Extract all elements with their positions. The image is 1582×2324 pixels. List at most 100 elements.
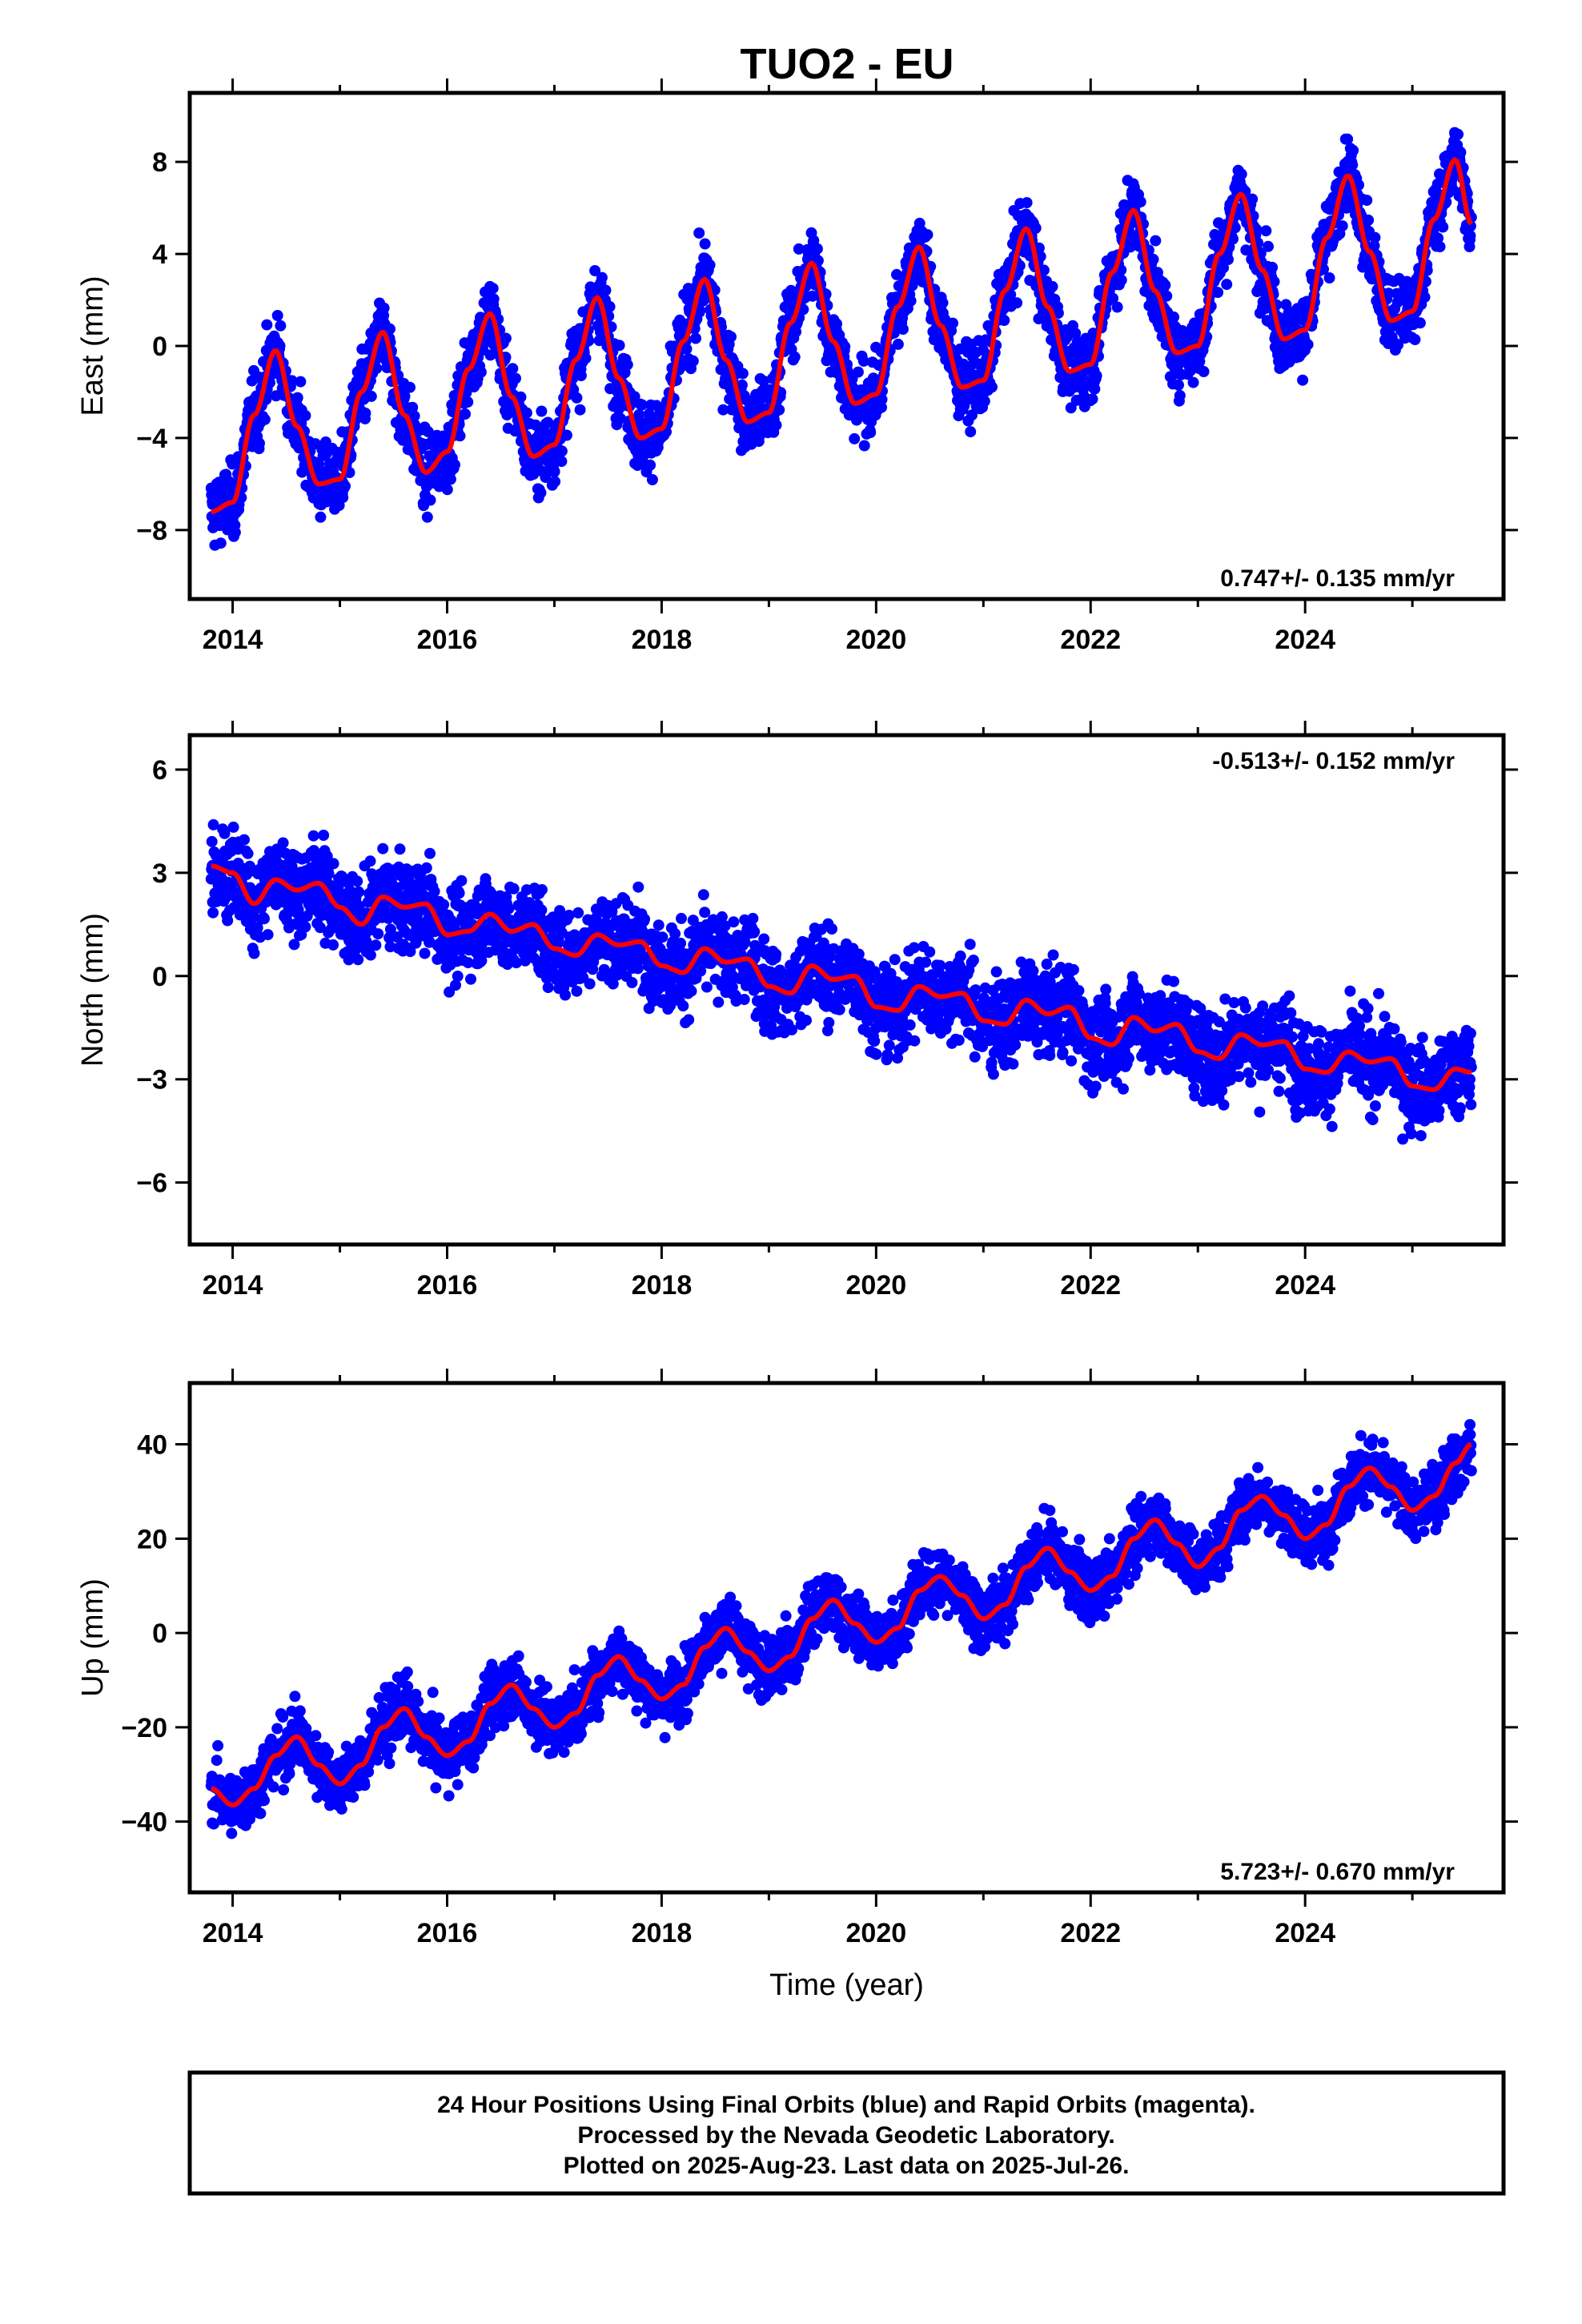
north-point [327, 939, 339, 951]
east-point [441, 484, 453, 496]
east-point [876, 393, 888, 405]
north-point [259, 913, 270, 925]
north-point [676, 912, 687, 924]
east-point [831, 318, 842, 330]
east-point [548, 466, 560, 477]
east-point [857, 355, 869, 367]
east-point [500, 332, 512, 344]
north-point [524, 905, 536, 917]
north-point [352, 954, 364, 966]
north-point [384, 923, 396, 935]
east-point [699, 238, 711, 250]
east-point [1111, 301, 1123, 313]
east-point [542, 416, 554, 428]
north-point [536, 884, 548, 895]
north-point [683, 1014, 695, 1026]
east-point [1437, 221, 1449, 233]
east-point [1187, 376, 1199, 388]
north-point [542, 982, 554, 994]
north-point [770, 948, 782, 960]
north-point [465, 973, 476, 985]
east-model-line [211, 157, 1474, 514]
north-point [677, 1000, 689, 1012]
east-point [687, 355, 699, 367]
north-point [277, 837, 289, 849]
east-point [725, 331, 737, 343]
east-point [1011, 297, 1023, 309]
east-point [556, 445, 568, 457]
east-point [1198, 366, 1210, 377]
east-point [797, 304, 809, 316]
east-point [271, 310, 283, 321]
east-point [1227, 233, 1239, 245]
east-point [1090, 370, 1102, 382]
north-point [307, 830, 319, 842]
north-point [462, 957, 474, 969]
east-point [690, 332, 701, 344]
north-point [739, 936, 751, 948]
east-point [1235, 168, 1247, 180]
north-point [370, 939, 382, 951]
east-point [636, 399, 648, 411]
east-point [789, 351, 801, 363]
north-point [524, 897, 536, 909]
north-point [248, 947, 260, 959]
east-point [1134, 196, 1146, 207]
east-point [737, 368, 749, 380]
east-point [891, 268, 902, 280]
east-point [793, 243, 805, 255]
east-point [421, 511, 433, 523]
north-point [299, 921, 311, 933]
north-point [738, 994, 750, 1005]
east-point [682, 283, 694, 295]
north-point [713, 996, 725, 1008]
east-point [905, 295, 917, 307]
north-point [520, 955, 531, 967]
east-point [1247, 193, 1259, 205]
east-point [596, 271, 608, 283]
north-point [321, 850, 333, 862]
north-point [351, 875, 363, 887]
north-point [323, 868, 335, 880]
east-point [1038, 264, 1050, 276]
east-point [681, 343, 693, 355]
east-point [261, 319, 273, 331]
east-point [488, 293, 500, 305]
east-point [1218, 262, 1229, 274]
north-point [453, 887, 465, 899]
east-point [615, 412, 626, 424]
north-point [364, 949, 376, 961]
north-point [716, 911, 728, 923]
north-marks [205, 818, 1477, 1145]
north-point [652, 919, 665, 931]
east-point [852, 366, 864, 378]
north-point [563, 910, 575, 921]
east-point [644, 459, 656, 471]
north-point [327, 858, 339, 870]
east-point [1342, 133, 1354, 145]
north-point [450, 979, 461, 991]
east-point [770, 419, 782, 431]
east-point [1005, 288, 1017, 300]
east-point [1432, 232, 1444, 244]
east-point [1150, 235, 1162, 247]
north-point [424, 847, 436, 859]
north-point [572, 907, 584, 919]
north-point [456, 875, 468, 887]
east-point [947, 317, 958, 329]
east-marks [205, 127, 1477, 551]
east-point [1267, 261, 1279, 273]
east-point [454, 430, 466, 442]
east-point [462, 396, 474, 408]
east-point [986, 381, 998, 393]
east-point [449, 459, 460, 471]
east-point [365, 390, 377, 402]
east-point [1263, 240, 1274, 252]
east-point [424, 494, 436, 506]
east-point [1086, 393, 1098, 405]
east-point [694, 304, 706, 316]
north-point [695, 965, 707, 977]
north-point [656, 931, 669, 943]
